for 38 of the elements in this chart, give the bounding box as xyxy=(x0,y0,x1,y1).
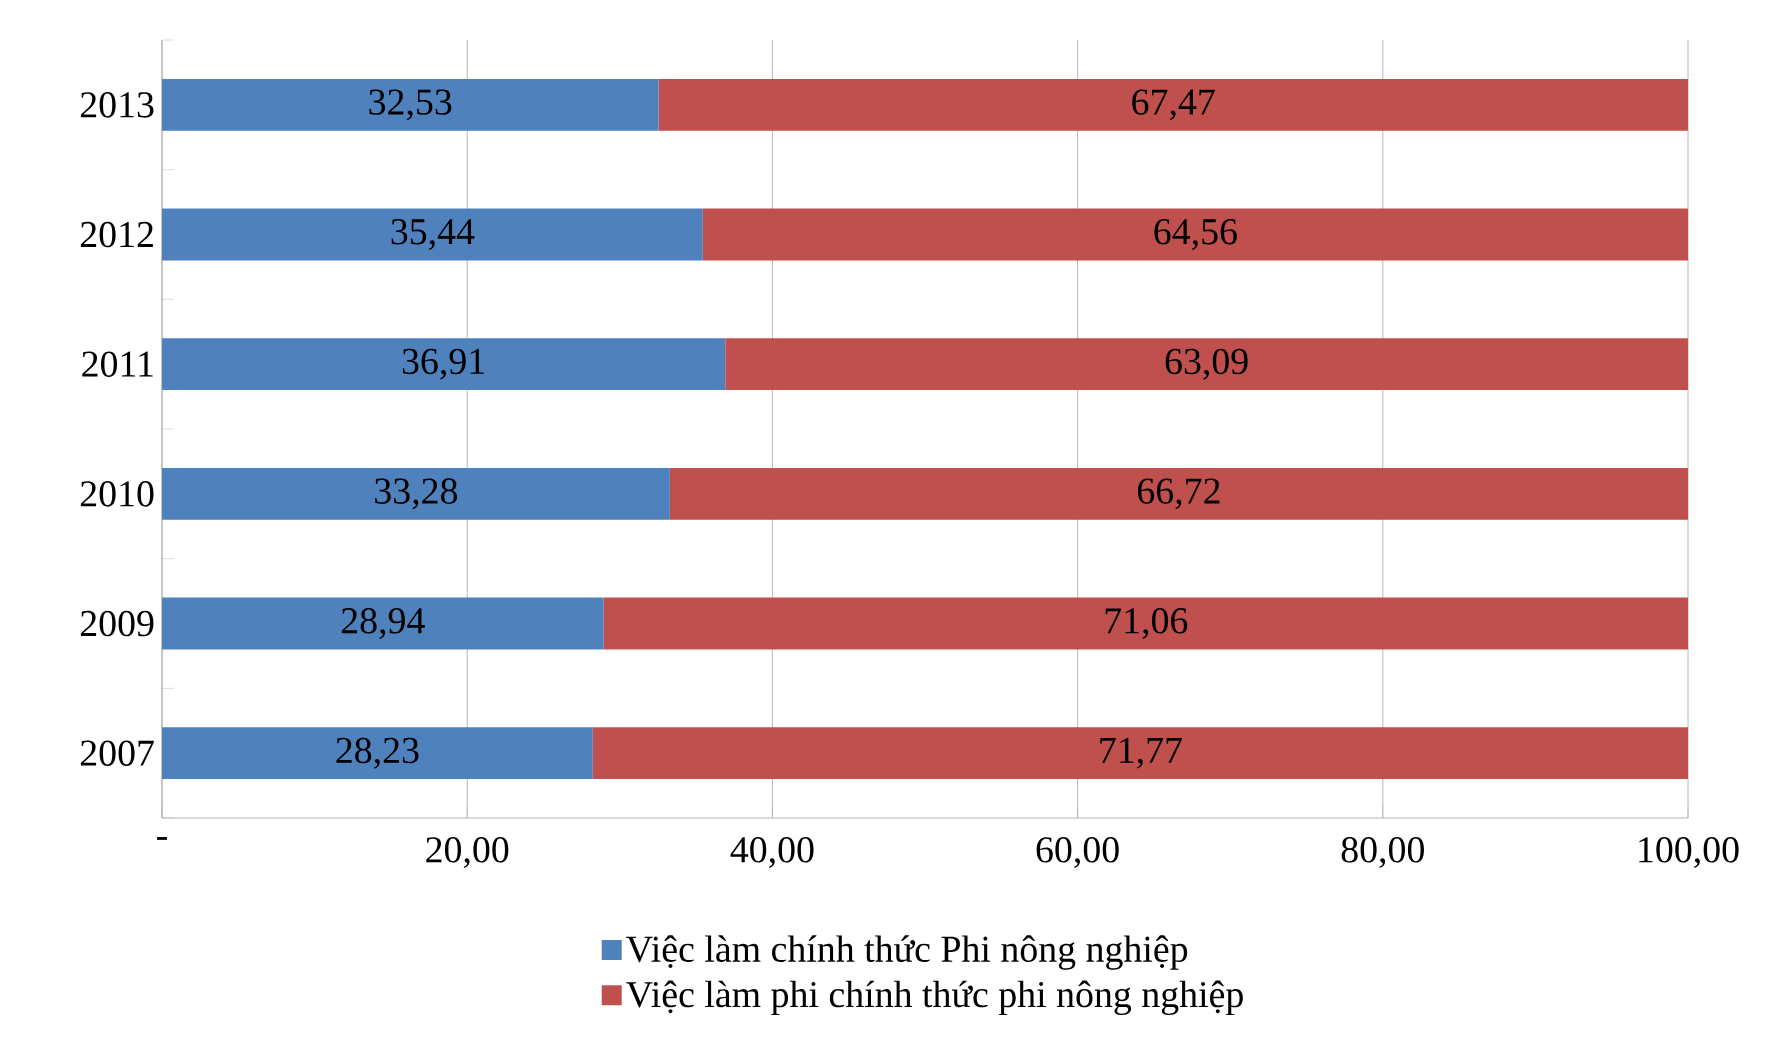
data-label: 63,09 xyxy=(1165,348,1248,380)
y-tick-label: 2010 xyxy=(80,481,154,507)
x-tick-label: 60,00 xyxy=(1036,837,1119,869)
y-tick-label: 2012 xyxy=(80,221,153,248)
data-label: 28,94 xyxy=(341,608,425,639)
data-label: 71,77 xyxy=(1100,737,1182,769)
data-label: 32,53 xyxy=(369,89,452,121)
y-tick-label: 2011 xyxy=(82,351,153,377)
data-label: 64,56 xyxy=(1154,219,1237,250)
bar xyxy=(162,208,703,261)
x-tick-label: - xyxy=(157,837,167,840)
bar xyxy=(603,597,1689,650)
data-label: 33,28 xyxy=(375,478,458,510)
bar xyxy=(162,78,659,131)
data-label: 36,91 xyxy=(402,348,484,380)
data-label: 66,72 xyxy=(1137,478,1220,510)
legend-label: Việc làm phi chính thức phi nông nghiệp xyxy=(626,980,1243,1016)
y-tick-label: 2009 xyxy=(80,610,154,637)
bar xyxy=(592,727,1689,780)
x-tick-label: 100,00 xyxy=(1639,837,1739,869)
y-tick-label: 2013 xyxy=(80,92,154,118)
y-tick-label: 2007 xyxy=(80,740,154,766)
x-tick-label: 20,00 xyxy=(426,837,509,869)
bar xyxy=(162,597,604,650)
bar xyxy=(702,208,1689,261)
bar xyxy=(162,467,670,520)
data-label: 67,47 xyxy=(1132,89,1215,121)
bar xyxy=(162,727,593,780)
bar xyxy=(162,338,726,391)
x-tick-label: 80,00 xyxy=(1341,837,1424,869)
x-tick-label: 40,00 xyxy=(730,837,814,869)
bar xyxy=(669,467,1689,520)
bar xyxy=(658,78,1689,131)
bar xyxy=(725,338,1689,391)
data-label: 35,44 xyxy=(391,219,475,250)
data-label: 28,23 xyxy=(336,737,419,769)
legend-label: Việc làm chính thức Phi nông nghiệp xyxy=(626,935,1188,970)
data-label: 71,06 xyxy=(1105,608,1188,639)
